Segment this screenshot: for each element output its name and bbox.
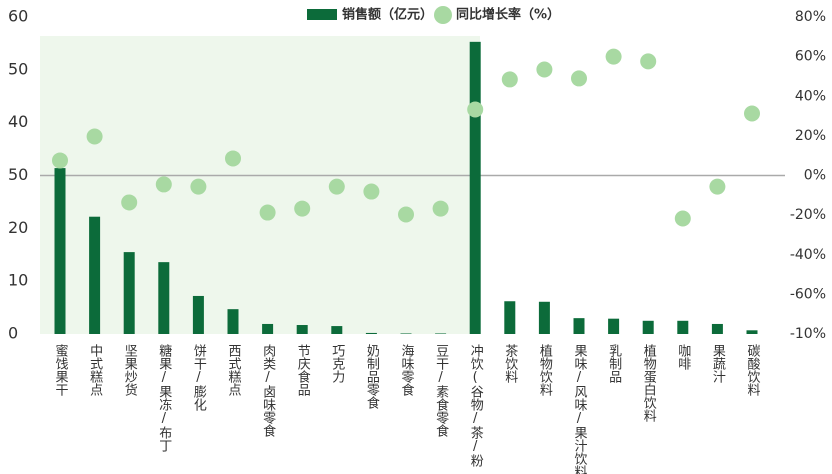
y2-tick-label: -60% xyxy=(790,286,826,302)
dot xyxy=(328,178,345,195)
bar xyxy=(608,318,620,334)
y-tick-label: 20 xyxy=(8,218,28,237)
legend-swatch-bar xyxy=(307,9,337,20)
dot xyxy=(640,53,657,70)
x-tick-label: 植物饮料 xyxy=(537,344,553,396)
dot xyxy=(432,200,449,217)
dot xyxy=(709,178,726,195)
x-tick-label: 果味/风味/果汁饮料 xyxy=(572,344,588,474)
x-tick-label: 茶饮料 xyxy=(502,343,518,383)
dot xyxy=(190,178,207,195)
y-tick-label: 40 xyxy=(8,112,28,131)
bar xyxy=(331,326,343,334)
bar xyxy=(123,252,135,334)
dot xyxy=(52,152,68,169)
y2-tick-label: -10% xyxy=(790,326,826,342)
y2-tick-label: 0% xyxy=(804,168,826,184)
plot-background xyxy=(40,36,480,334)
x-tick-label: 果蔬汁 xyxy=(710,344,726,383)
dot xyxy=(363,183,380,200)
x-tick-label: 肉类/卤味零食 xyxy=(260,344,276,437)
y-tick-label: 0 xyxy=(8,324,18,343)
bar xyxy=(573,318,585,334)
dot xyxy=(294,200,311,217)
x-tick-label: 豆干/素食零食 xyxy=(433,344,449,437)
x-tick-label: 奶制品零食 xyxy=(364,344,380,409)
x-tick-label: 乳制品 xyxy=(606,344,622,383)
bar xyxy=(642,320,654,334)
dot xyxy=(605,48,622,65)
x-tick-label: 冲饮(谷物/茶/粉 xyxy=(468,344,484,467)
dot xyxy=(86,128,103,145)
bar xyxy=(192,295,204,334)
bar xyxy=(469,41,481,334)
bar xyxy=(538,301,550,334)
dot xyxy=(674,210,691,227)
bar xyxy=(262,323,274,334)
bar xyxy=(158,262,170,334)
bar xyxy=(504,301,516,334)
dot xyxy=(467,101,484,118)
x-tick-label: 海味零食 xyxy=(399,344,415,396)
bar xyxy=(435,333,447,334)
x-tick-label: 巧克力 xyxy=(329,344,345,384)
y-tick-label: 60 xyxy=(8,7,28,26)
bar xyxy=(54,168,66,334)
y2-tick-label: -40% xyxy=(790,247,826,263)
bar xyxy=(365,332,377,334)
x-tick-label: 中式糕点 xyxy=(87,344,103,396)
dot xyxy=(155,176,172,193)
dot xyxy=(121,194,138,211)
y2-tick-label: 20% xyxy=(795,128,826,144)
x-tick-label: 蜜饯果干 xyxy=(53,344,69,396)
dot xyxy=(501,71,518,88)
y-tick-label: 50 xyxy=(8,59,28,78)
bar xyxy=(711,323,723,334)
y-tick-label: 10 xyxy=(8,271,28,290)
y2-tick-label: 60% xyxy=(795,49,826,65)
bar xyxy=(400,333,412,334)
x-tick-label: 糖果/果冻/布丁 xyxy=(156,343,172,452)
x-tick-label: 咖啡 xyxy=(675,344,691,370)
y-tick-label: 50 xyxy=(8,165,28,184)
dot xyxy=(259,204,276,221)
dot xyxy=(536,61,553,78)
dot xyxy=(398,206,414,223)
y2-tick-label: -20% xyxy=(790,207,826,223)
x-tick-label: 坚果炒货 xyxy=(122,344,138,396)
dot xyxy=(744,105,760,122)
legend-swatch-dot xyxy=(434,6,452,24)
legend-label: 销售额（亿元） xyxy=(342,7,433,23)
bar xyxy=(89,216,101,334)
x-tick-label: 碳酸饮料 xyxy=(745,344,761,396)
x-tick-label: 西式糕点 xyxy=(226,344,242,396)
bar xyxy=(746,330,758,334)
dot xyxy=(225,150,241,167)
x-tick-label: 饼干/膨化 xyxy=(191,344,207,412)
y2-tick-label: 80% xyxy=(795,9,826,25)
legend-label: 同比增长率（%） xyxy=(456,7,560,23)
bar xyxy=(227,309,239,334)
dot xyxy=(571,70,587,87)
bar xyxy=(677,320,689,334)
x-tick-label: 植物蛋白饮料 xyxy=(641,344,657,422)
bar xyxy=(296,325,308,334)
x-tick-label: 节庆食品 xyxy=(295,344,311,396)
y2-tick-label: 40% xyxy=(795,88,826,104)
